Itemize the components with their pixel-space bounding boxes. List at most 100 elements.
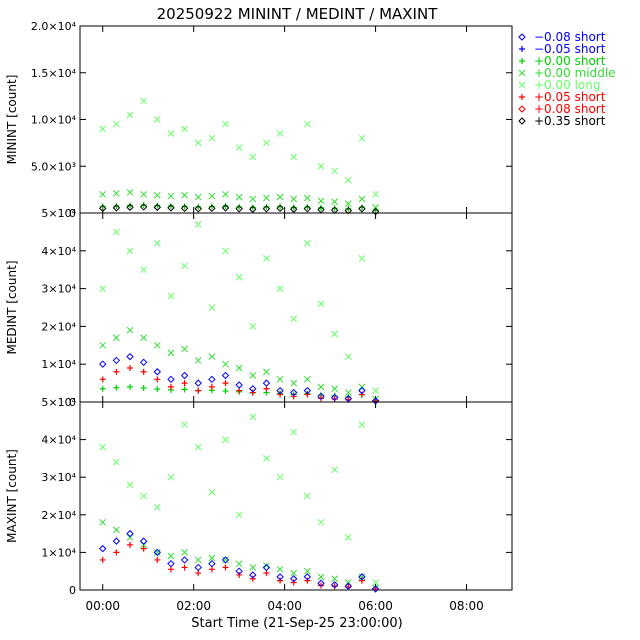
- data-point: [127, 202, 134, 209]
- legend-label: +0.00 long: [534, 78, 601, 92]
- data-point: [208, 559, 216, 568]
- data-point: [317, 392, 325, 401]
- data-point: [249, 153, 257, 161]
- data-point: [208, 554, 216, 562]
- data-point: [290, 204, 297, 211]
- legend-marker: [518, 69, 526, 77]
- data-point: [181, 262, 188, 270]
- data-point: [304, 203, 311, 210]
- data-point: [208, 375, 216, 384]
- data-point: [194, 443, 202, 451]
- data-point: [235, 511, 243, 519]
- data-point: [194, 556, 202, 564]
- data-point: [221, 556, 230, 564]
- data-point: [167, 349, 175, 357]
- data-point: [140, 368, 147, 375]
- data-point: [99, 125, 107, 133]
- data-point: [358, 391, 365, 398]
- data-point: [139, 537, 148, 545]
- y-tick-label: 3×10⁴: [41, 283, 76, 296]
- legend-marker: [518, 33, 526, 41]
- legend-marker: [519, 94, 525, 100]
- data-point: [235, 144, 243, 151]
- legend-entry: +0.35 short: [518, 114, 606, 128]
- data-point: [290, 569, 298, 577]
- legend-entry: −0.05 short: [519, 42, 606, 56]
- data-point: [249, 413, 257, 421]
- legend-label: +0.00 short: [534, 54, 606, 68]
- data-point: [222, 202, 229, 209]
- data-point: [167, 192, 175, 200]
- legend-label: +0.08 short: [534, 102, 606, 116]
- legend-marker: [518, 81, 526, 89]
- data-point: [304, 375, 311, 383]
- series: [99, 189, 379, 211]
- data-point: [358, 205, 366, 213]
- data-point: [235, 567, 243, 575]
- data-point: [331, 575, 339, 583]
- legend-label: −0.08 short: [534, 30, 606, 44]
- data-point: [140, 545, 147, 552]
- data-point: [358, 577, 365, 584]
- data-point: [181, 386, 188, 393]
- data-point: [126, 111, 134, 119]
- data-point: [263, 255, 270, 262]
- data-point: [154, 202, 161, 209]
- data-point: [344, 534, 352, 541]
- x-tick-labels: 00:00 02:00 04:00 06:00 08:00: [85, 599, 483, 613]
- data-point: [180, 371, 189, 380]
- data-point: [127, 364, 134, 371]
- data-point: [181, 191, 188, 199]
- data-point: [153, 191, 161, 199]
- data-point: [249, 323, 257, 330]
- data-point: [99, 443, 107, 451]
- data-point: [127, 541, 134, 548]
- data-point: [154, 376, 161, 383]
- data-point: [249, 205, 257, 213]
- data-point: [372, 387, 379, 395]
- y-tick-label: 5.0×10³: [31, 160, 76, 173]
- panel-1: 0 5.0×10³ 1.0×10⁴ 1.5×10⁴ 2.0×10⁴ MININT [cou…: [5, 20, 513, 220]
- data-point: [126, 247, 134, 255]
- data-point: [113, 458, 120, 466]
- data-point: [344, 389, 352, 396]
- data-point: [276, 193, 284, 201]
- data-point: [304, 391, 311, 398]
- data-point: [235, 381, 243, 389]
- legend-entry: +0.08 short: [518, 102, 606, 116]
- legend-entry: +0.00 middle: [518, 66, 616, 80]
- data-point: [113, 368, 120, 375]
- data-point: [208, 204, 216, 213]
- data-point: [303, 573, 312, 581]
- data-point: [195, 203, 202, 210]
- data-point: [358, 421, 366, 428]
- data-point: [99, 204, 107, 213]
- y-tick-label: 1.0×10⁴: [31, 114, 77, 127]
- data-point: [331, 205, 338, 212]
- data-point: [112, 204, 121, 212]
- data-point: [181, 203, 188, 210]
- data-point: [263, 194, 270, 202]
- data-point: [263, 203, 270, 210]
- data-point: [290, 153, 298, 161]
- data-point: [236, 203, 243, 210]
- x-tick-label: 02:00: [176, 599, 211, 613]
- data-point: [330, 581, 339, 589]
- panel-2: 0 1×10⁴ 2×10⁴ 3×10⁴ 4×10⁴ 5×10⁴ MEDINT [count]: [5, 207, 513, 409]
- legend-marker: [519, 46, 525, 52]
- data-point: [153, 203, 162, 212]
- data-point: [113, 190, 120, 197]
- data-point: [139, 358, 148, 367]
- data-point: [330, 393, 339, 402]
- data-point: [358, 134, 366, 142]
- data-point: [222, 247, 229, 255]
- data-point: [358, 573, 366, 581]
- data-point: [167, 204, 175, 212]
- y-tick-label: 0: [69, 584, 76, 597]
- data-point: [140, 385, 147, 392]
- data-point: [304, 239, 311, 247]
- data-point: [317, 383, 325, 391]
- data-point: [372, 190, 379, 198]
- data-point: [194, 357, 202, 364]
- data-point: [331, 385, 339, 393]
